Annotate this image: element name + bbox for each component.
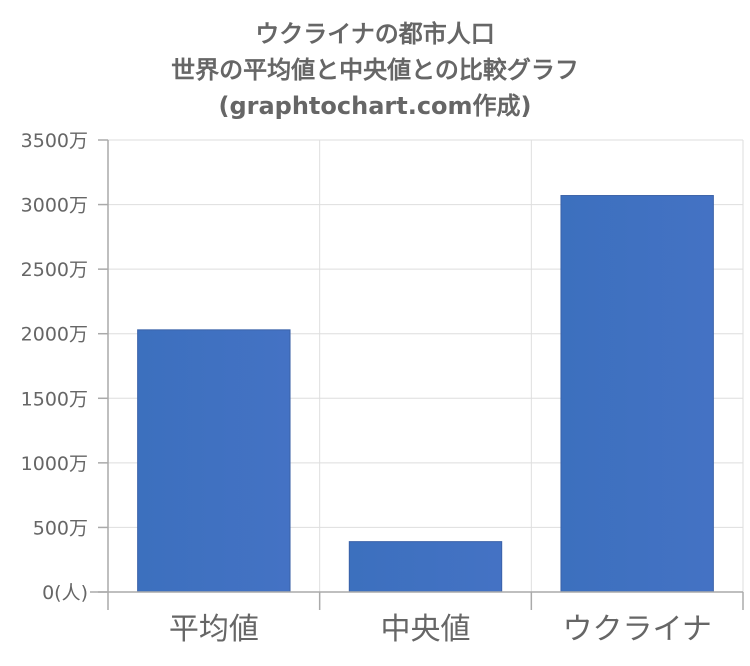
y-tick-label: 3500万 bbox=[21, 130, 88, 152]
bar[interactable] bbox=[348, 541, 503, 593]
x-tick-label: 中央値 bbox=[381, 612, 471, 647]
x-axis-tick-labels: 平均値 中央値 ウクライナ bbox=[169, 612, 712, 647]
bar[interactable] bbox=[137, 329, 291, 593]
axes bbox=[90, 139, 744, 610]
chart-title: ウクライナの都市人口 世界の平均値と中央値との比較グラフ (graphtocha… bbox=[171, 20, 579, 120]
chart-title-line-1: ウクライナの都市人口 bbox=[255, 20, 495, 48]
y-tick-label: 2000万 bbox=[21, 324, 88, 346]
y-tick-label: 1500万 bbox=[21, 388, 88, 410]
chart-title-line-2: 世界の平均値と中央値との比較グラフ bbox=[171, 56, 579, 84]
bars bbox=[137, 195, 714, 593]
bar[interactable] bbox=[560, 195, 714, 593]
y-tick-label: 2500万 bbox=[21, 259, 88, 281]
x-tick-label: 平均値 bbox=[169, 612, 259, 647]
chart-title-line-3: (graphtochart.com作成) bbox=[218, 92, 531, 120]
y-tick-label: 500万 bbox=[33, 517, 88, 539]
y-tick-label: 1000万 bbox=[21, 453, 88, 475]
y-tick-label: 3000万 bbox=[21, 195, 88, 217]
x-tick-label: ウクライナ bbox=[562, 612, 711, 647]
y-tick-label: 0(人) bbox=[42, 582, 88, 604]
y-axis-tick-labels: 0(人) 500万 1000万 1500万 2000万 2500万 3000万 3500万 bbox=[21, 130, 88, 604]
